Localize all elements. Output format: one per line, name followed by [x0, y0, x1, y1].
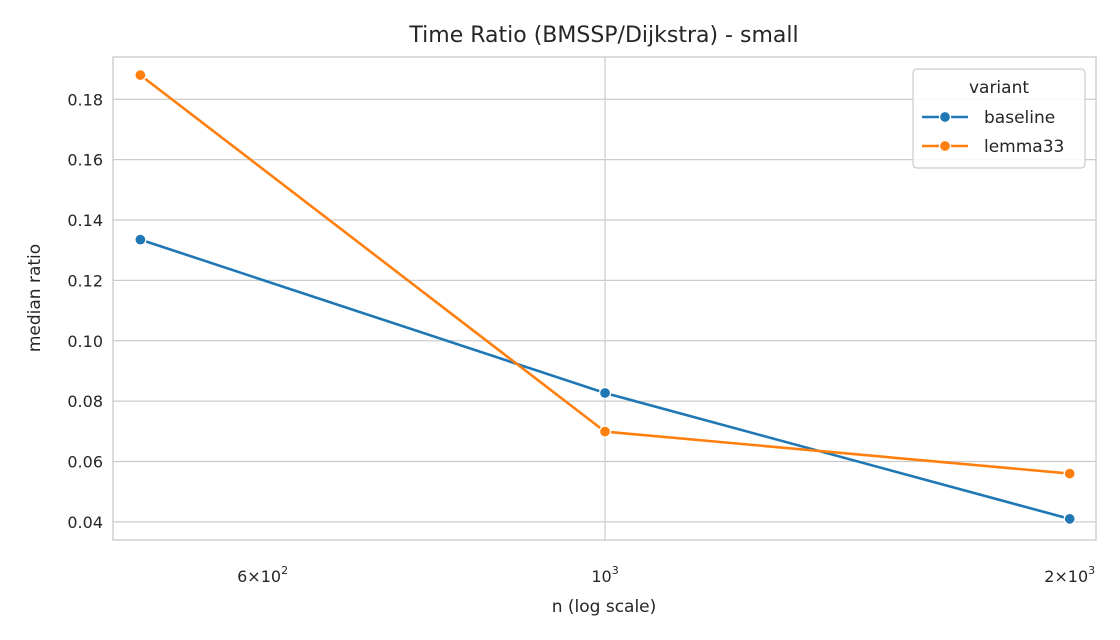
x-axis-label: n (log scale): [552, 597, 657, 617]
legend: variant baseline lemma33: [912, 68, 1086, 169]
x-tick-label: 6×102: [237, 564, 288, 586]
data-point-baseline: [134, 233, 147, 246]
data-point-baseline: [1063, 512, 1076, 526]
legend-title: variant: [969, 78, 1029, 98]
y-tick-label: 0.04: [67, 513, 103, 532]
legend-marker-baseline: [938, 110, 952, 124]
series-layer: [134, 68, 1076, 526]
y-axis-label: median ratio: [25, 244, 45, 352]
y-tick-label: 0.12: [67, 271, 103, 290]
x-tick-base: 10: [591, 567, 611, 586]
x-tick-exponent: 3: [1088, 564, 1095, 577]
y-tick-label: 0.10: [67, 332, 103, 351]
data-point-lemma33: [1063, 467, 1076, 480]
data-point-baseline: [598, 386, 612, 400]
y-tick-label: 0.08: [67, 392, 103, 411]
data-point-lemma33: [598, 425, 612, 438]
x-tick-base: 2×10: [1044, 567, 1088, 586]
legend-marker-lemma33: [938, 139, 952, 153]
x-tick-exponent: 3: [612, 564, 619, 577]
chart-title: Time Ratio (BMSSP/Dijkstra) - small: [408, 23, 798, 48]
y-tick-label: 0.18: [67, 90, 103, 109]
gridlines: [113, 57, 1096, 540]
tick-labels: 0.040.060.080.100.120.140.160.186×102 103…: [67, 90, 1095, 586]
data-point-lemma33: [134, 68, 147, 82]
x-tick-exponent: 2: [281, 564, 288, 577]
legend-label-lemma33: lemma33: [984, 137, 1064, 157]
plot-frame: [112, 56, 1097, 541]
y-tick-label: 0.06: [67, 453, 103, 472]
x-tick-label: 103: [591, 564, 618, 586]
x-tick-base: 6×10: [237, 567, 281, 586]
y-tick-label: 0.16: [67, 151, 103, 170]
legend-box: [912, 68, 1086, 169]
y-tick-label: 0.14: [67, 211, 103, 230]
x-tick-label: 2×103: [1044, 564, 1095, 586]
legend-label-baseline: baseline: [984, 108, 1055, 128]
